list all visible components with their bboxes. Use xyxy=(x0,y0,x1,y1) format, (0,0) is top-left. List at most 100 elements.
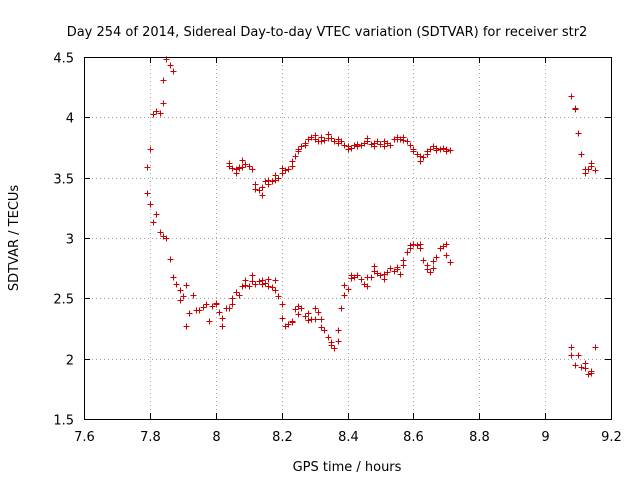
data-point xyxy=(568,93,575,100)
data-point xyxy=(219,315,226,322)
data-point xyxy=(588,160,595,167)
data-point xyxy=(568,344,575,351)
data-point xyxy=(200,304,207,311)
data-point xyxy=(242,282,249,289)
data-point xyxy=(259,192,266,199)
data-point xyxy=(585,166,592,173)
data-point xyxy=(305,310,312,317)
data-point xyxy=(272,287,279,294)
data-point xyxy=(265,181,272,188)
data-point xyxy=(404,138,411,145)
data-point xyxy=(407,142,414,149)
data-point xyxy=(424,151,431,158)
x-tick-label: 9 xyxy=(541,430,549,445)
data-point xyxy=(410,148,417,155)
data-points xyxy=(144,56,599,378)
data-point xyxy=(400,137,407,144)
plot-frame xyxy=(84,57,612,420)
data-point xyxy=(588,370,595,377)
data-point xyxy=(295,146,302,153)
data-point xyxy=(364,135,371,142)
data-point xyxy=(160,100,167,107)
data-point xyxy=(246,163,253,170)
data-point xyxy=(315,309,322,316)
data-point xyxy=(368,274,375,281)
x-tick-labels: 7.6 7.8 8 8.2 8.4 8.6 8.8 9 9.2 xyxy=(74,430,622,445)
data-point xyxy=(308,134,315,141)
data-point xyxy=(144,164,151,171)
data-point xyxy=(246,283,253,290)
data-point xyxy=(358,276,365,283)
data-point xyxy=(190,292,197,299)
x-tick-label: 8.2 xyxy=(272,430,293,445)
data-point xyxy=(272,277,279,284)
data-point xyxy=(325,334,332,341)
data-point xyxy=(384,269,391,276)
data-point xyxy=(397,271,404,278)
data-point xyxy=(157,229,164,236)
y-tick-label: 2 xyxy=(66,354,74,369)
x-tick-label: 8 xyxy=(212,430,220,445)
data-point xyxy=(318,316,325,323)
data-point xyxy=(302,140,309,147)
data-point xyxy=(592,344,599,351)
data-point xyxy=(153,108,160,115)
data-point xyxy=(377,272,384,279)
chart-title: Day 254 of 2014, Sidereal Day-to-day VTE… xyxy=(67,25,588,40)
data-point xyxy=(433,147,440,154)
data-point xyxy=(150,111,157,118)
data-point xyxy=(447,147,454,154)
data-point xyxy=(400,257,407,264)
data-point xyxy=(275,175,282,182)
data-point xyxy=(269,178,276,185)
data-point xyxy=(427,146,434,153)
data-point xyxy=(377,141,384,148)
data-point xyxy=(285,166,292,173)
data-point xyxy=(331,138,338,145)
data-point xyxy=(262,178,269,185)
data-point xyxy=(420,257,427,264)
data-point xyxy=(582,365,589,372)
data-point xyxy=(239,157,246,164)
x-axis-label: GPS time / hours xyxy=(293,460,402,475)
data-point xyxy=(167,62,174,69)
data-point xyxy=(417,245,424,252)
data-point xyxy=(572,362,579,369)
data-point xyxy=(328,339,335,346)
data-point xyxy=(203,301,210,308)
y-tick-label: 4 xyxy=(66,112,74,127)
data-point xyxy=(259,184,266,191)
data-point xyxy=(226,305,233,312)
data-point xyxy=(170,274,177,281)
data-point xyxy=(259,281,266,288)
data-point xyxy=(433,254,440,261)
data-point xyxy=(242,161,249,168)
data-point xyxy=(318,324,325,331)
data-point xyxy=(427,269,434,276)
data-point xyxy=(275,293,282,300)
data-point xyxy=(298,305,305,312)
data-point xyxy=(183,323,190,330)
data-point xyxy=(374,138,381,145)
data-point xyxy=(292,153,299,160)
data-point xyxy=(285,321,292,328)
data-point xyxy=(256,278,263,285)
data-point xyxy=(371,263,378,270)
data-point xyxy=(312,316,319,323)
data-point xyxy=(163,235,170,242)
data-point xyxy=(226,160,233,167)
data-point xyxy=(229,165,236,172)
data-point xyxy=(387,265,394,272)
data-point xyxy=(153,211,160,218)
data-point xyxy=(229,295,236,302)
gridlines xyxy=(84,57,611,419)
data-point xyxy=(430,258,437,265)
data-point xyxy=(213,301,220,308)
data-point xyxy=(404,249,411,256)
data-point xyxy=(147,146,154,153)
data-point xyxy=(150,219,157,226)
data-point xyxy=(410,241,417,248)
y-tick-label: 4.5 xyxy=(53,52,74,67)
data-point xyxy=(354,272,361,279)
data-point xyxy=(305,317,312,324)
